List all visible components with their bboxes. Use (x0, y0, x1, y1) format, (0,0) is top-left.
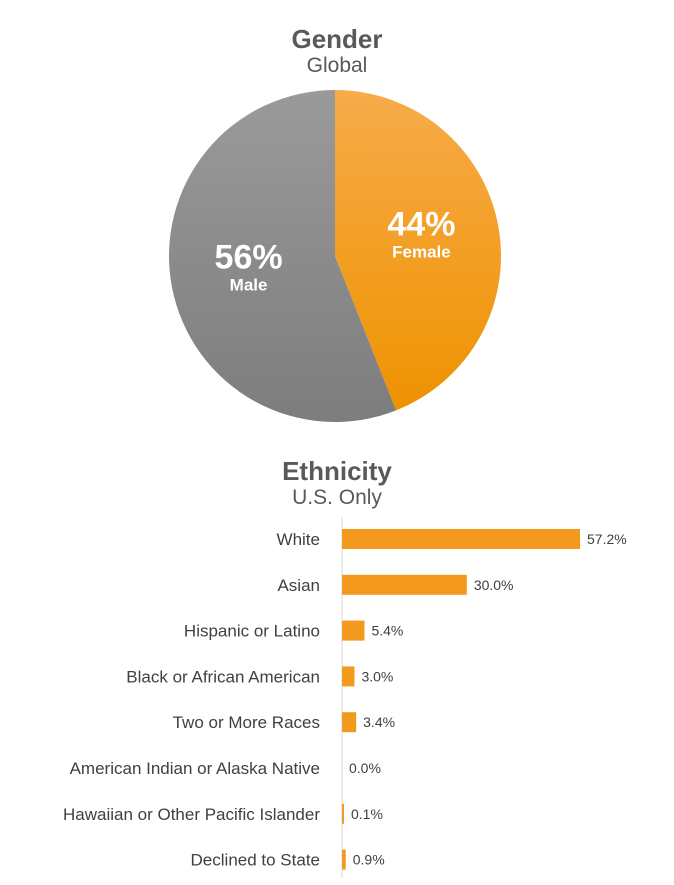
bar-value-label: 0.0% (349, 760, 381, 776)
ethnicity-chart-subtitle: U.S. Only (292, 486, 382, 509)
ethnicity-chart-title: Ethnicity (282, 456, 392, 486)
bar-value-label: 5.4% (371, 623, 403, 639)
bar (342, 620, 365, 641)
pie-percent-label-male: 56% (215, 238, 283, 276)
category-label: Asian (277, 576, 320, 595)
bar (342, 666, 355, 687)
category-label: Two or More Races (173, 713, 320, 732)
gender-chart-subtitle: Global (306, 54, 368, 77)
category-label: Declined to State (191, 851, 320, 870)
bar-value-label: 57.2% (587, 531, 627, 547)
bar (342, 529, 580, 549)
category-label: Hispanic or Latino (184, 622, 320, 641)
bar-value-label: 3.0% (361, 668, 393, 684)
bar (342, 803, 344, 824)
category-label: Hawaiian or Other Pacific Islander (63, 805, 320, 824)
gender-pie-chart: 44%Female 56%Male (169, 90, 501, 422)
pie-category-label-female: Female (392, 243, 451, 262)
category-label: American Indian or Alaska Native (70, 759, 320, 778)
bar-value-label: 0.1% (351, 806, 383, 822)
pie-slice-female (335, 90, 501, 411)
bar-value-label: 30.0% (474, 577, 514, 593)
bar-value-label: 3.4% (363, 714, 395, 730)
category-label: Black or African American (126, 667, 320, 686)
pie-category-label-male: Male (230, 275, 268, 294)
pie-slice-male (169, 90, 397, 422)
pie-percent-label-female: 44% (387, 206, 455, 244)
bar (342, 574, 467, 595)
category-label: White (277, 530, 320, 549)
gender-chart-title: Gender (291, 24, 383, 54)
bar-value-label: 0.9% (353, 852, 385, 868)
bar (342, 712, 357, 733)
bar (342, 849, 346, 870)
